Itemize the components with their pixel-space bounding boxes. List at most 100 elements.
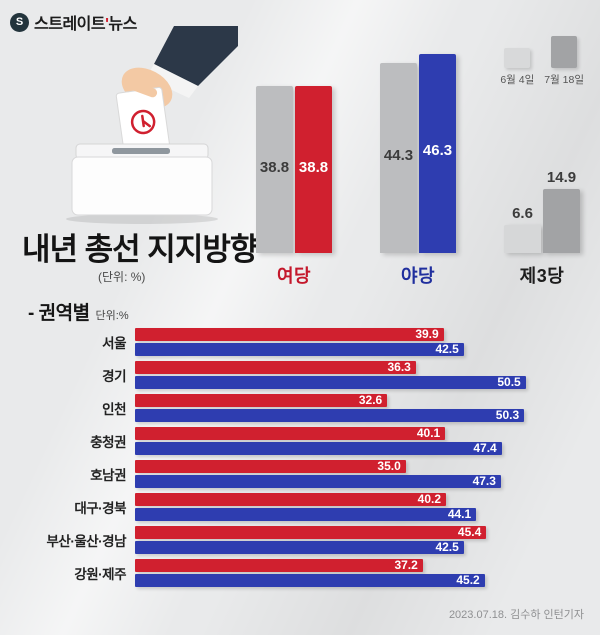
region-label: 호남권 <box>90 468 126 483</box>
region-bar-series-1: 32.6 <box>135 393 388 407</box>
region-bar-value: 50.3 <box>495 408 520 422</box>
region-section-unit: 단위:% <box>95 310 129 322</box>
region-bars: 40.1 47.4 <box>135 427 576 455</box>
region-bar-series-1: 39.9 <box>135 328 444 341</box>
region-label: 서울 <box>102 336 126 351</box>
bar-group-1: 38.8 38.8 여당 <box>256 48 332 288</box>
bar-group-2: 44.3 46.3 야당 <box>380 48 456 288</box>
bar-value-label: 38.8 <box>259 159 290 177</box>
region-row: 충청권 40.1 47.4 <box>28 427 576 455</box>
category-label: 야당 <box>400 266 436 286</box>
region-section-header: - 권역별 단위:% <box>28 298 129 325</box>
region-bar-value: 35.0 <box>377 459 401 473</box>
bar-value-label: 6.6 <box>512 205 533 222</box>
region-bar-value: 32.6 <box>358 393 383 407</box>
region-bar-value: 47.3 <box>472 474 496 488</box>
region-label: 충청권 <box>90 435 126 450</box>
region-bars: 35.0 47.3 <box>135 460 576 488</box>
region-bar-series-2: 42.5 <box>135 343 464 356</box>
legend-label: 7월 18일 <box>544 74 584 86</box>
region-bar-value: 47.4 <box>473 441 497 455</box>
bar-series-2: 38.8 <box>295 86 332 253</box>
region-section-title: - 권역별 <box>28 303 90 324</box>
category-label: 제3당 <box>519 266 565 286</box>
region-row: 호남권 35.0 47.3 <box>28 460 576 488</box>
region-bar-value: 45.4 <box>457 525 482 539</box>
bar-value-label: 46.3 <box>422 141 453 159</box>
region-bars: 39.9 42.5 <box>135 328 576 356</box>
region-bar-value: 42.5 <box>435 342 459 356</box>
bar-series-1: 6.6 <box>504 205 541 253</box>
region-bar-value: 40.1 <box>416 426 441 440</box>
region-row: 서울 39.9 42.5 <box>28 328 576 356</box>
region-bar-series-1: 40.2 <box>135 492 447 506</box>
region-bars: 40.2 44.1 <box>135 493 576 521</box>
bar-value-label: 14.9 <box>546 169 577 186</box>
bar-series-2: 46.3 <box>419 54 456 253</box>
region-bar-value: 40.2 <box>417 492 442 506</box>
logo-accent: ' <box>105 16 109 33</box>
logo: S 스트레이트'뉴스 <box>10 10 137 34</box>
region-bar-series-2: 47.4 <box>135 442 502 455</box>
region-row: 부산·울산·경남 45.4 42.5 <box>28 526 576 554</box>
legend-label: 6월 4일 <box>500 74 535 86</box>
region-bar-value: 37.2 <box>394 558 418 572</box>
legend-item-june: 6월 4일 <box>500 48 534 87</box>
region-bars: 32.6 50.3 <box>135 394 576 422</box>
region-bar-value: 45.2 <box>456 573 480 587</box>
bar-value-label: 38.8 <box>298 159 329 177</box>
region-bars: 45.4 42.5 <box>135 526 576 554</box>
category-label: 여당 <box>276 266 312 286</box>
region-row: 경기 36.3 50.5 <box>28 361 576 389</box>
page-title: 내년 총선 지지방향 <box>22 232 258 267</box>
region-bar-value: 42.5 <box>435 540 459 554</box>
region-bar-series-2: 45.2 <box>135 574 485 587</box>
ballot-box-icon <box>66 26 238 224</box>
region-bars: 36.3 50.5 <box>135 361 576 389</box>
region-bar-series-2: 44.1 <box>135 507 477 521</box>
logo-brand-1: 스트레이트 <box>34 16 106 33</box>
region-bar-series-2: 50.5 <box>135 376 526 389</box>
region-bar-series-1: 40.1 <box>135 426 446 440</box>
region-row: 대구·경북 40.2 44.1 <box>28 493 576 521</box>
credit-line: 2023.07.18. 김수하 인턴기자 <box>448 609 584 621</box>
region-bar-value: 50.5 <box>497 375 521 389</box>
region-bar-series-1: 35.0 <box>135 460 406 473</box>
chart-legend: 6월 4일 7월 18일 <box>500 36 584 87</box>
region-label: 인천 <box>102 402 126 417</box>
region-chart: 서울 39.9 42.5 경기 36.3 50.5 인천 32.6 50.3 충청권 40.1 47.… <box>28 328 576 592</box>
legend-swatch <box>551 36 578 68</box>
title-unit: (단위: %) <box>98 270 146 284</box>
bar-pair: 6.6 14.9 <box>504 48 580 253</box>
region-bar-value: 36.3 <box>387 360 411 374</box>
logo-brand-2: 뉴스 <box>108 16 137 33</box>
region-bar-series-2: 47.3 <box>135 475 501 488</box>
region-row: 강원·제주 37.2 45.2 <box>28 559 576 587</box>
bar-value-label: 44.3 <box>383 146 414 164</box>
legend-swatch <box>504 48 531 68</box>
region-label: 강원·제주 <box>74 567 126 582</box>
region-label: 부산·울산·경남 <box>46 534 126 549</box>
region-row: 인천 32.6 50.3 <box>28 394 576 422</box>
region-bars: 37.2 45.2 <box>135 559 576 587</box>
region-bar-value: 44.1 <box>447 507 472 521</box>
bar-pair: 44.3 46.3 <box>380 48 456 253</box>
bar-group-3: 6.6 14.9 제3당 <box>504 48 580 288</box>
bar-series-1: 44.3 <box>380 63 417 253</box>
region-label: 대구·경북 <box>74 501 126 516</box>
region-bar-series-1: 45.4 <box>135 525 487 539</box>
region-bar-series-1: 36.3 <box>135 361 416 374</box>
bar-series-2: 14.9 <box>543 169 580 253</box>
top-chart: 38.8 38.8 여당 44.3 46.3 야당 6.6 14.9 제3당 <box>256 48 580 288</box>
legend-item-july: 7월 18일 <box>544 36 584 87</box>
bar-series-1: 38.8 <box>256 86 293 253</box>
region-label: 경기 <box>102 369 126 384</box>
region-bar-series-2: 50.3 <box>135 408 525 422</box>
bar-pair: 38.8 38.8 <box>256 48 332 253</box>
region-bar-series-2: 42.5 <box>135 541 464 554</box>
region-bar-value: 39.9 <box>415 327 439 341</box>
ballot-illustration <box>48 26 238 224</box>
logo-icon: S <box>10 12 29 32</box>
region-bar-series-1: 37.2 <box>135 559 423 572</box>
